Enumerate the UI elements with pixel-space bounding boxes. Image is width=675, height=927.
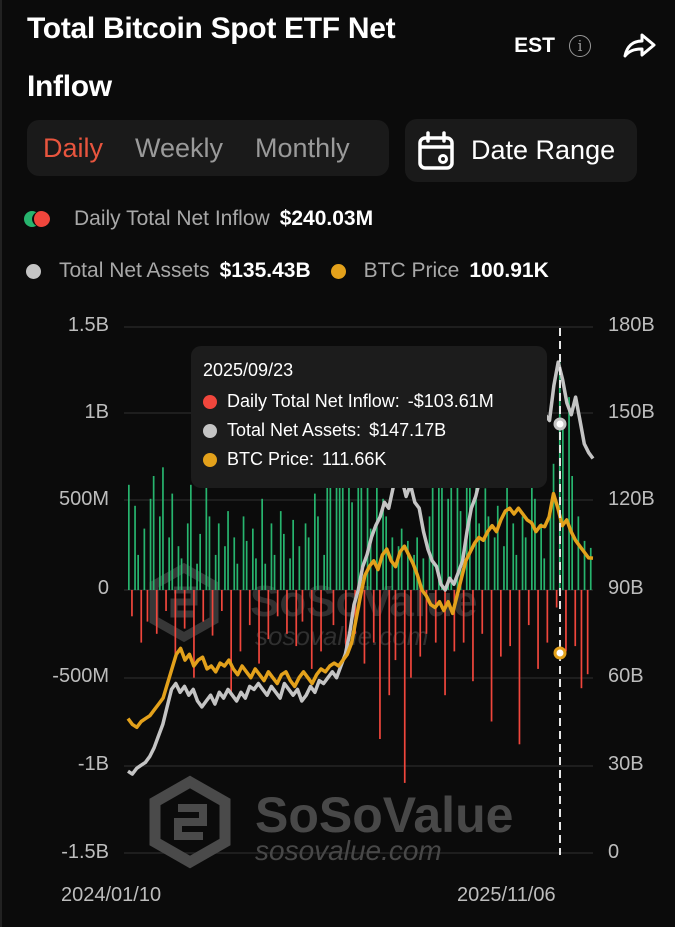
right-axis-tick: 30B: [608, 753, 644, 775]
header-actions: EST i: [514, 30, 657, 62]
tooltip-value: $147.17B: [369, 420, 447, 440]
right-axis-tick: 0: [608, 841, 620, 863]
tooltip-label: BTC Price:: [227, 449, 315, 469]
tooltip-date: 2025/09/23: [203, 360, 294, 380]
legend-assets-label[interactable]: Total Net Assets: [59, 259, 210, 282]
x-axis-start-label: 2024/01/10: [61, 884, 162, 906]
left-axis-tick: 1B: [84, 401, 109, 423]
price-marker: [553, 646, 567, 660]
right-axis-tick: 180B: [608, 314, 655, 336]
legend-inflow[interactable]: Daily Total Net Inflow $240.03M: [24, 207, 393, 231]
inflow-dual-dot-icon: [24, 211, 54, 227]
tab-daily[interactable]: Daily: [43, 132, 104, 163]
chart-tooltip: 2025/09/23 Daily Total Net Inflow: -$103…: [191, 346, 547, 488]
info-icon[interactable]: i: [569, 35, 591, 57]
left-border: [0, 0, 2, 927]
calendar-icon: [418, 130, 454, 170]
price-dot-icon: [203, 452, 217, 467]
legend-assets-value: $135.43B: [219, 259, 311, 282]
right-axis-tick: 90B: [608, 577, 644, 599]
page-title: Total Bitcoin Spot ETF Net Inflow: [27, 12, 396, 103]
assets-marker: [553, 417, 567, 431]
tooltip-value: 111.66K: [322, 449, 387, 469]
left-axis-tick: -1B: [77, 753, 109, 775]
tab-weekly[interactable]: Weekly: [135, 132, 224, 163]
tooltip-value: -$103.61M: [407, 391, 494, 411]
btc-price-line: [126, 491, 594, 730]
right-axis-tick: 150B: [608, 401, 655, 423]
svg-text:sosovalue.com: sosovalue.com: [255, 621, 428, 651]
date-range-button[interactable]: Date Range: [405, 119, 637, 182]
inflow-dot-icon: [203, 394, 217, 409]
assets-dot-icon: [26, 263, 41, 279]
left-axis-tick: 0: [97, 577, 109, 599]
tab-monthly[interactable]: Monthly: [255, 132, 350, 163]
tooltip-row-assets: Total Net Assets: $147.17B: [203, 416, 535, 445]
tooltip-label: Total Net Assets:: [227, 420, 362, 440]
legend-price-value: 100.91K: [469, 259, 549, 282]
timezone-label[interactable]: EST: [514, 34, 555, 57]
svg-text:SoSoValue: SoSoValue: [255, 787, 513, 843]
date-range-label: Date Range: [471, 135, 616, 165]
legend-inflow-label: Daily Total Net Inflow: [74, 207, 270, 230]
tooltip-label: Daily Total Net Inflow:: [227, 391, 400, 411]
assets-dot-icon: [203, 423, 217, 438]
right-axis-tick: 60B: [608, 665, 644, 687]
left-axis-tick: -1.5B: [61, 841, 109, 863]
legend-price-label[interactable]: BTC Price: [363, 259, 460, 282]
legend-inflow-value: $240.03M: [279, 207, 374, 230]
tooltip-row-inflow: Daily Total Net Inflow: -$103.61M: [203, 387, 535, 416]
share-icon[interactable]: [621, 30, 657, 62]
period-tabs: Daily Weekly Monthly: [27, 120, 389, 176]
price-dot-icon: [330, 263, 346, 279]
svg-text:sosovalue.com: sosovalue.com: [255, 835, 442, 866]
legend-row-2: Total Net Assets $135.43B BTC Price 100.…: [26, 259, 569, 283]
x-axis-end-label: 2025/11/06: [457, 884, 556, 906]
inflow-bars: [128, 362, 592, 783]
tooltip-row-price: BTC Price: 111.66K: [203, 445, 535, 474]
right-axis-tick: 120B: [608, 488, 655, 510]
left-axis-tick: -500M: [52, 665, 109, 687]
left-axis-tick: 500M: [58, 488, 109, 510]
left-axis-tick: 1.5B: [67, 314, 109, 336]
